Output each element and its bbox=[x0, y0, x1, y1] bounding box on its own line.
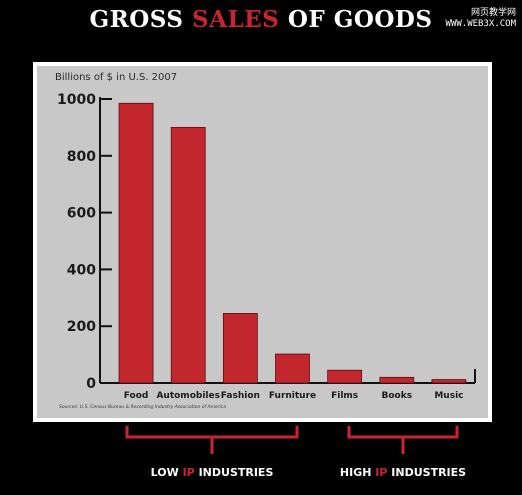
title-part-gross: GROSS bbox=[89, 6, 184, 33]
bar-automobiles bbox=[170, 127, 206, 384]
watermark: 网页教学网 WWW.WEB3X.COM bbox=[446, 8, 516, 30]
category-label-fashion: Fashion bbox=[221, 391, 260, 401]
bar-food bbox=[118, 102, 154, 384]
category-label-music: Music bbox=[434, 391, 463, 401]
high-ip-bracket-line bbox=[347, 426, 459, 439]
chart-title: GROSS SALES OF GOODS bbox=[0, 6, 522, 33]
watermark-line2: WWW.WEB3X.COM bbox=[445, 19, 516, 29]
y-tick-label: 200 bbox=[67, 319, 96, 335]
low-ip-industries-label: LOW IP INDUSTRIES bbox=[142, 466, 282, 479]
low-ip-bracket bbox=[125, 426, 299, 454]
category-label-furniture: Furniture bbox=[269, 391, 316, 401]
category-label-automobiles: Automobiles bbox=[156, 391, 220, 401]
watermark-line1: 网页教学网 bbox=[470, 8, 516, 18]
high-ip-bracket bbox=[347, 426, 459, 454]
low-prefix: LOW bbox=[150, 466, 179, 479]
high-suffix: INDUSTRIES bbox=[391, 466, 467, 479]
category-label-food: Food bbox=[124, 391, 149, 401]
bar-furniture bbox=[275, 353, 310, 384]
y-tick-label: 1000 bbox=[57, 92, 96, 108]
bar-films bbox=[327, 369, 363, 384]
low-suffix: INDUSTRIES bbox=[198, 466, 274, 479]
title-part-of-goods: OF GOODS bbox=[287, 6, 433, 33]
high-prefix: HIGH bbox=[339, 466, 372, 479]
high-ip-industries-label: HIGH IP INDUSTRIES bbox=[328, 466, 478, 479]
bar-chart: 0 200 400 600 800 1000 Food Automobiles Fashion F… bbox=[57, 92, 476, 401]
low-ip-bracket-line bbox=[125, 426, 299, 439]
title-part-sales: SALES bbox=[192, 6, 280, 33]
high-ip: IP bbox=[375, 466, 388, 479]
y-tick-label: 800 bbox=[67, 149, 96, 165]
unit-label: Billions of $ in U.S. 2007 bbox=[55, 72, 178, 83]
category-label-books: Books bbox=[381, 391, 412, 401]
low-ip: IP bbox=[182, 466, 195, 479]
bar-books bbox=[379, 376, 415, 384]
chart-panel: Billions of $ in U.S. 2007 0 200 400 600 800… bbox=[33, 62, 492, 422]
bar-fashion bbox=[222, 313, 258, 384]
source-note: Sources: U.S. Census Bureau & Recording … bbox=[59, 405, 227, 410]
category-label-films: Films bbox=[331, 391, 358, 401]
bar-music bbox=[431, 379, 467, 384]
y-tick-label: 0 bbox=[86, 376, 96, 392]
y-tick-label: 600 bbox=[67, 206, 96, 222]
y-tick-label: 400 bbox=[67, 262, 96, 278]
